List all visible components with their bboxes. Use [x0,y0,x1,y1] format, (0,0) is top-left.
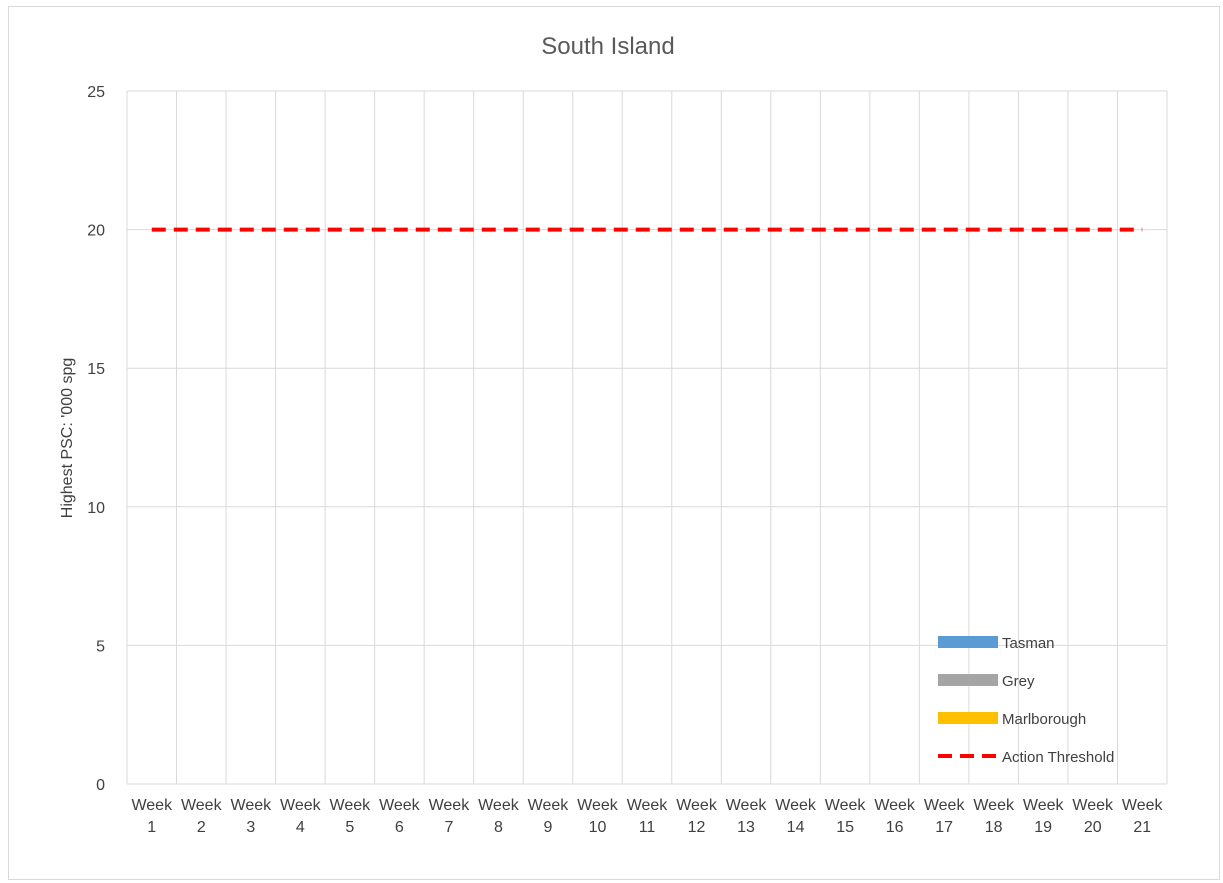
y-tick-labels: 0 5 10 15 20 25 [87,84,105,794]
y-tick-label: 25 [87,84,105,101]
x-tick-label: Week 13 [726,797,768,836]
y-tick-label: 20 [87,223,105,240]
x-tick-label: Week 5 [330,797,372,836]
x-tick-label: Week 16 [874,797,916,836]
x-tick-label: Week 20 [1072,797,1114,836]
x-tick-label: Week 19 [1023,797,1065,836]
legend-label-grey: Grey [1002,673,1035,690]
x-tick-label: Week 15 [825,797,867,836]
legend-swatch-tasman [938,636,998,648]
legend-swatch-marlborough [938,712,998,724]
x-tick-label: Week 2 [181,797,223,836]
grid-layer [126,90,1168,785]
x-tick-label: Week 18 [973,797,1015,836]
y-tick-label: 10 [87,500,105,517]
x-tick-label: Week 6 [379,797,421,836]
y-tick-label: 0 [96,777,105,794]
y-tick-label: 5 [96,638,105,655]
x-tick-label: Week 9 [528,797,570,836]
x-tick-label: Week 1 [131,797,173,836]
x-tick-label: Week 8 [478,797,520,836]
x-tick-label: Week 14 [775,797,817,836]
x-tick-label: Week 7 [429,797,471,836]
y-tick-label: 15 [87,361,105,378]
x-tick-label: Week 11 [627,797,669,836]
legend-label-action-threshold: Action Threshold [1002,749,1114,766]
x-tick-label: Week 10 [577,797,619,836]
x-tick-label: Week 3 [231,797,273,836]
x-tick-label: Week 4 [280,797,322,836]
chart-title: South Island [541,33,674,60]
x-tick-label: Week 12 [676,797,718,836]
legend-label-tasman: Tasman [1002,635,1055,652]
chart-frame [8,6,1220,880]
legend-swatch-grey [938,674,998,686]
x-tick-label: Week 17 [924,797,966,836]
x-tick-label: Week 21 [1122,797,1164,836]
y-axis-label: Highest PSC: '000 spg [59,358,76,518]
legend-label-marlborough: Marlborough [1002,711,1086,728]
legend: Tasman Grey Marlborough Action Threshold [938,635,1114,766]
